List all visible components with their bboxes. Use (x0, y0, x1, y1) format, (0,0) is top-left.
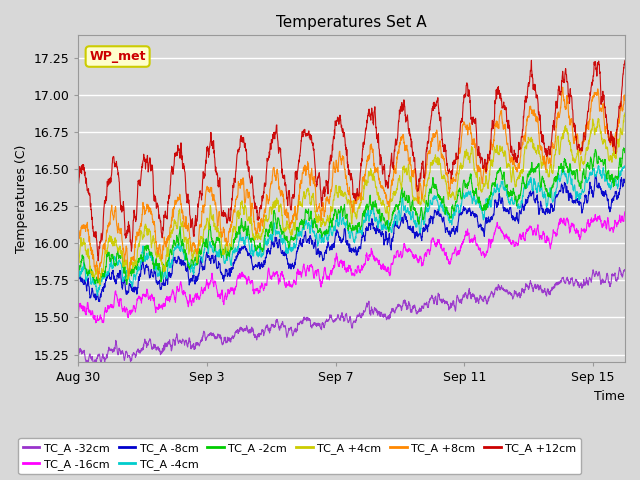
Text: WP_met: WP_met (90, 50, 146, 63)
Y-axis label: Temperatures (C): Temperatures (C) (15, 144, 28, 253)
Legend: TC_A -32cm, TC_A -16cm, TC_A -8cm, TC_A -4cm, TC_A -2cm, TC_A +4cm, TC_A +8cm, T: TC_A -32cm, TC_A -16cm, TC_A -8cm, TC_A … (19, 438, 581, 474)
Title: Temperatures Set A: Temperatures Set A (276, 15, 427, 30)
X-axis label: Time: Time (595, 390, 625, 403)
